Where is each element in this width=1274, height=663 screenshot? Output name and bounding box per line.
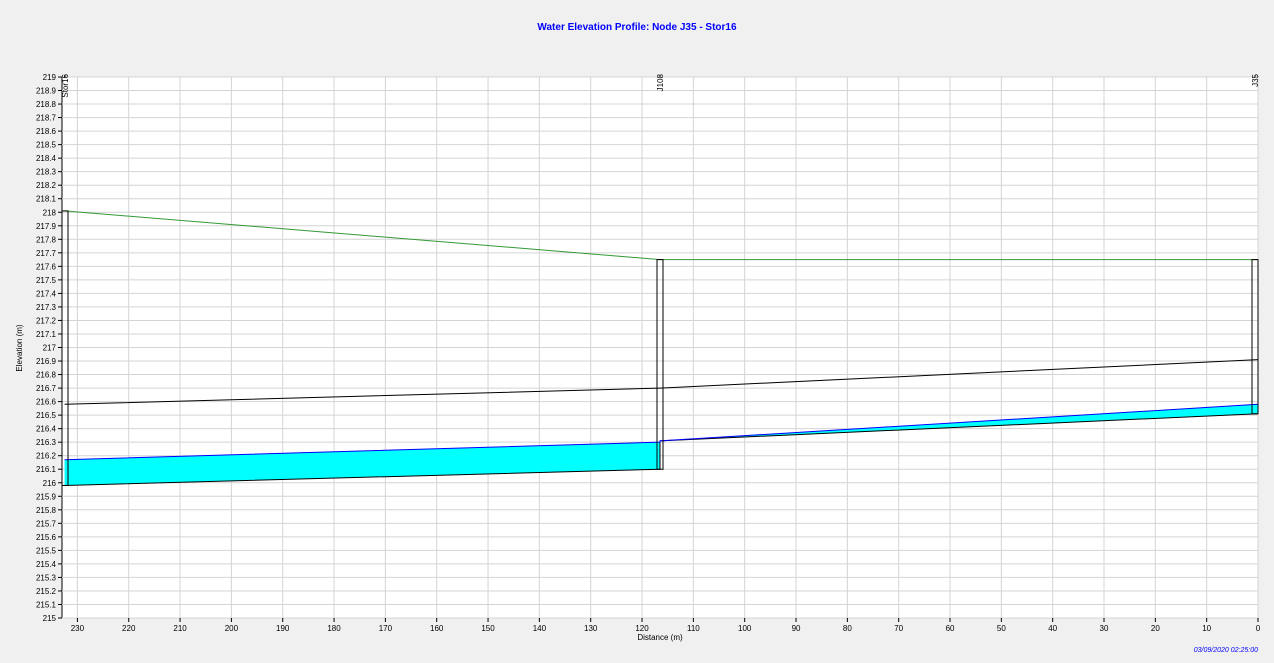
y-tick-label: 215.1 (36, 600, 57, 609)
x-tick-label: 20 (1151, 624, 1160, 633)
x-tick-label: 190 (276, 624, 290, 633)
y-tick-label: 218.7 (36, 114, 57, 123)
node-box (656, 259, 664, 470)
node-label: Stor16 (61, 73, 70, 97)
y-tick-label: 218.8 (36, 100, 57, 109)
y-tick-label: 217.4 (36, 289, 57, 298)
y-tick-label: 216.1 (36, 465, 57, 474)
x-tick-label: 70 (894, 624, 903, 633)
y-tick-label: 218.5 (36, 141, 57, 150)
y-tick-label: 215.2 (36, 587, 57, 596)
series-line-water-surface (64, 403, 1259, 461)
y-tick-label: 217.8 (36, 235, 57, 244)
x-tick-label: 180 (327, 624, 341, 633)
y-tick-label: 215.5 (36, 546, 57, 555)
y-tick-label: 217.6 (36, 262, 57, 271)
chart-title: Water Elevation Profile: Node J35 - Stor… (537, 22, 737, 33)
y-tick-label: 218.9 (36, 87, 57, 96)
x-tick-label: 40 (1048, 624, 1057, 633)
x-tick-label: 110 (687, 624, 700, 633)
node-label: J35 (1251, 73, 1260, 86)
y-tick-label: 215.3 (36, 573, 57, 582)
profile-layer (64, 210, 1259, 486)
y-tick-label: 218.6 (36, 127, 57, 136)
y-axis-ticks: 219 218.9 218.8 218.7 218.6 218.5 218.4 218.3 21… (36, 73, 62, 623)
y-tick-label: 215.6 (36, 533, 57, 542)
y-tick-label: 216.9 (36, 357, 57, 366)
y-tick-label: 216.3 (36, 438, 57, 447)
y-tick-label: 217.3 (36, 303, 57, 312)
x-tick-label: 160 (430, 624, 444, 633)
x-tick-label: 0 (1256, 624, 1261, 633)
timestamp: 03/09/2020 02:25:00 (1194, 647, 1258, 654)
y-tick-label: 216.6 (36, 398, 57, 407)
x-axis-label: Distance (m) (637, 633, 683, 642)
y-tick-label: 219 (43, 73, 57, 82)
y-tick-label: 215.9 (36, 492, 57, 501)
series-line-conduit-invert (64, 413, 1259, 486)
x-tick-label: 30 (1100, 624, 1109, 633)
y-tick-label: 216.2 (36, 452, 57, 461)
node-box (61, 210, 69, 486)
y-tick-label: 218.1 (36, 195, 57, 204)
x-tick-label: 200 (225, 624, 239, 633)
y-tick-label: 217.5 (36, 276, 57, 285)
y-tick-label: 217.7 (36, 249, 57, 258)
y-tick-label: 215.8 (36, 506, 57, 515)
y-tick-label: 216 (43, 479, 57, 488)
x-tick-label: 170 (379, 624, 393, 633)
x-tick-label: 10 (1202, 624, 1211, 633)
water-fill (64, 404, 1258, 486)
y-tick-label: 217 (43, 344, 57, 353)
node-box (1251, 259, 1259, 415)
series-line-conduit-crown (64, 359, 1259, 405)
y-tick-label: 218.3 (36, 168, 57, 177)
y-tick-label: 218.4 (36, 154, 57, 163)
y-tick-label: 218 (43, 208, 57, 217)
x-tick-label: 230 (71, 624, 85, 633)
y-tick-label: 215 (43, 614, 57, 623)
x-tick-label: 130 (584, 624, 598, 633)
y-tick-label: 215.4 (36, 560, 57, 569)
y-tick-label: 216.4 (36, 425, 57, 434)
x-tick-label: 210 (173, 624, 187, 633)
x-tick-label: 120 (635, 624, 649, 633)
x-tick-label: 220 (122, 624, 136, 633)
y-tick-label: 217.1 (36, 330, 57, 339)
x-tick-label: 80 (843, 624, 852, 633)
node-layer: Stor16 J108 J35 (61, 73, 1260, 486)
x-tick-label: 60 (946, 624, 955, 633)
y-tick-label: 216.5 (36, 411, 57, 420)
x-tick-label: 100 (738, 624, 752, 633)
x-tick-label: 90 (792, 624, 801, 633)
y-tick-label: 218.2 (36, 181, 57, 190)
y-tick-label: 217.2 (36, 316, 57, 325)
x-tick-label: 50 (997, 624, 1006, 633)
y-tick-label: 217.9 (36, 222, 57, 231)
x-axis-ticks: 230 220 210 200 190 180 170 160 150 140 130 120 110 1… (71, 618, 1261, 633)
y-tick-label: 216.8 (36, 371, 57, 380)
y-axis-label: Elevation (m) (15, 324, 24, 371)
x-tick-label: 140 (533, 624, 547, 633)
y-tick-label: 216.7 (36, 384, 57, 393)
y-tick-label: 215.7 (36, 519, 57, 528)
grid (62, 76, 1259, 619)
x-tick-label: 150 (481, 624, 495, 633)
node-label: J108 (656, 73, 665, 91)
